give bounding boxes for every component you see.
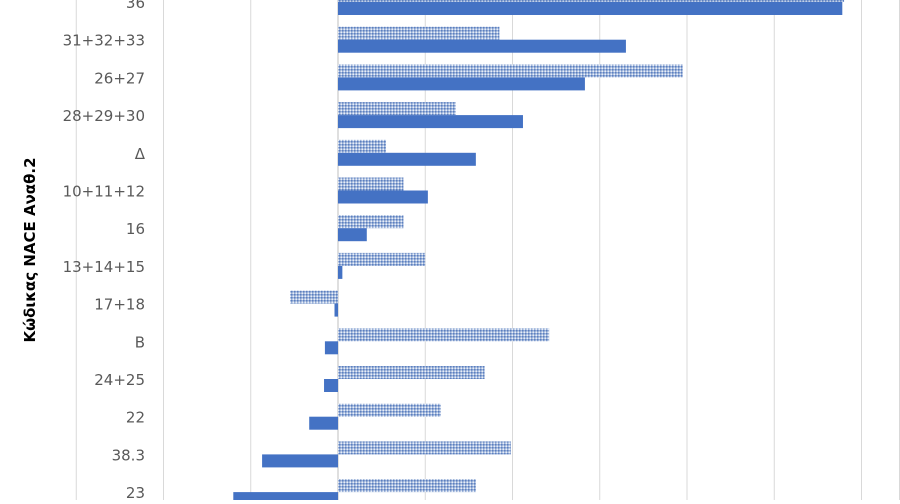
bar-series-solid [338, 190, 428, 204]
bar-series-dotted [338, 64, 683, 78]
category-tick-label: 38.3 [112, 446, 145, 464]
bar-series-dotted [338, 102, 456, 116]
category-tick-label: 31+32+33 [63, 32, 145, 50]
bar-series-dotted [290, 290, 338, 304]
bar-series-solid [262, 454, 338, 468]
category-tick-label: 23 [126, 484, 145, 500]
bar-series-dotted [338, 252, 426, 266]
category-tick-label: 16 [126, 220, 145, 238]
bar-series-solid [338, 2, 843, 15]
bar-series-dotted [338, 441, 511, 455]
category-tick-label: 28+29+30 [63, 107, 145, 125]
category-tick-label: 13+14+15 [63, 258, 145, 276]
bar-series-solid [338, 152, 476, 166]
bar-series-dotted [338, 479, 476, 493]
category-tick-label: B [135, 333, 145, 351]
bar-series-dotted [338, 366, 485, 379]
bar-series-dotted [338, 139, 386, 153]
category-tick-label: 17+18 [94, 296, 145, 314]
bar-series-solid [233, 492, 338, 504]
bar-series-solid [324, 341, 338, 355]
bar-series-solid [338, 77, 585, 91]
bar-series-solid [338, 39, 626, 53]
bar-series-solid [338, 265, 343, 279]
category-tick-label: 22 [126, 409, 145, 427]
bar-series-solid [324, 379, 338, 392]
category-tick-label: 24+25 [94, 371, 145, 389]
bar-series-solid [338, 228, 367, 242]
bar-series-dotted [338, 328, 550, 342]
category-tick-label: Δ [135, 145, 146, 163]
bar-series-solid [309, 416, 338, 430]
category-tick-label: 26+27 [94, 69, 145, 87]
bar-series-dotted [338, 403, 441, 417]
y-axis-title: Κώδικας NACE Αναθ.2 [21, 157, 39, 343]
bar-series-dotted [338, 215, 404, 229]
bar-series-dotted [338, 177, 404, 191]
bar-series-dotted [338, 26, 500, 40]
bar-series-solid [334, 303, 338, 317]
category-tick-label: 36 [126, 0, 145, 12]
bar-series-solid [338, 115, 523, 129]
category-tick-label: 10+11+12 [63, 183, 145, 201]
bar-series-dotted [338, 0, 845, 2]
